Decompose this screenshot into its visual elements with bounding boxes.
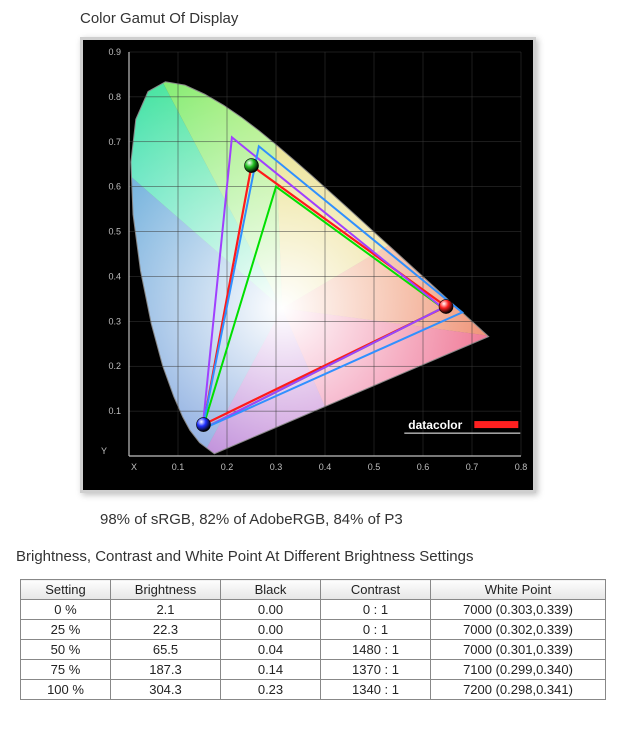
svg-text:0.5: 0.5 (108, 227, 121, 237)
svg-text:0.7: 0.7 (466, 462, 479, 472)
table-cell: 187.3 (111, 660, 221, 680)
table-row: 0 %2.10.000 : 17000 (0.303,0.339) (21, 600, 606, 620)
table-header: Brightness (111, 580, 221, 600)
svg-text:0.1: 0.1 (172, 462, 185, 472)
svg-text:0.4: 0.4 (319, 462, 332, 472)
table-cell: 1340 : 1 (321, 680, 431, 700)
table-cell: 7000 (0.301,0.339) (431, 640, 606, 660)
chart-title: Color Gamut Of Display (80, 10, 622, 27)
table-cell: 25 % (21, 620, 111, 640)
table-header: Black (221, 580, 321, 600)
gamut-chart: 0.1 0.2 0.3 0.4 0.5 0.6 0.7 0.8 0.1 0.2 0.3 0.4 0.5 0… (80, 37, 536, 493)
table-cell: 0.04 (221, 640, 321, 660)
table-row: 75 %187.30.141370 : 17100 (0.299,0.340) (21, 660, 606, 680)
svg-text:0.5: 0.5 (368, 462, 381, 472)
svg-text:0.9: 0.9 (108, 47, 121, 57)
watermark-text: datacolor (408, 418, 462, 432)
svg-text:0.1: 0.1 (108, 406, 121, 416)
table-cell: 7200 (0.298,0.341) (431, 680, 606, 700)
table-row: 100 %304.30.231340 : 17200 (0.298,0.341) (21, 680, 606, 700)
svg-text:0.3: 0.3 (108, 316, 121, 326)
table-cell: 65.5 (111, 640, 221, 660)
table-cell: 50 % (21, 640, 111, 660)
table-cell: 1370 : 1 (321, 660, 431, 680)
svg-text:X: X (131, 462, 137, 472)
svg-text:0.7: 0.7 (108, 137, 121, 147)
table-cell: 0.00 (221, 620, 321, 640)
table-cell: 0 % (21, 600, 111, 620)
svg-text:0.8: 0.8 (108, 92, 121, 102)
section-heading: Brightness, Contrast and White Point At … (16, 548, 622, 565)
brightness-table: SettingBrightnessBlackContrastWhite Poin… (20, 579, 606, 700)
primary-green (245, 159, 259, 173)
svg-text:0.3: 0.3 (270, 462, 283, 472)
svg-text:0.6: 0.6 (108, 182, 121, 192)
svg-text:0.2: 0.2 (108, 361, 121, 371)
table-cell: 1480 : 1 (321, 640, 431, 660)
primary-blue (196, 418, 210, 432)
table-cell: 22.3 (111, 620, 221, 640)
table-cell: 100 % (21, 680, 111, 700)
table-cell: 75 % (21, 660, 111, 680)
svg-text:0.4: 0.4 (108, 271, 121, 281)
table-row: 50 %65.50.041480 : 17000 (0.301,0.339) (21, 640, 606, 660)
table-header: Setting (21, 580, 111, 600)
table-row: 25 %22.30.000 : 17000 (0.302,0.339) (21, 620, 606, 640)
table-cell: 0.14 (221, 660, 321, 680)
watermark-bar (474, 421, 518, 428)
table-cell: 0.23 (221, 680, 321, 700)
table-cell: 2.1 (111, 600, 221, 620)
gamut-caption: 98% of sRGB, 82% of AdobeRGB, 84% of P3 (100, 511, 622, 528)
table-cell: 0 : 1 (321, 600, 431, 620)
table-cell: 7000 (0.303,0.339) (431, 600, 606, 620)
table-cell: 7000 (0.302,0.339) (431, 620, 606, 640)
table-cell: 0.00 (221, 600, 321, 620)
table-cell: 304.3 (111, 680, 221, 700)
svg-text:0.8: 0.8 (515, 462, 528, 472)
primary-red (439, 300, 453, 314)
svg-text:Y: Y (101, 446, 107, 456)
table-header: Contrast (321, 580, 431, 600)
svg-text:0.2: 0.2 (221, 462, 234, 472)
table-cell: 7100 (0.299,0.340) (431, 660, 606, 680)
svg-text:0.6: 0.6 (417, 462, 430, 472)
table-cell: 0 : 1 (321, 620, 431, 640)
table-header: White Point (431, 580, 606, 600)
